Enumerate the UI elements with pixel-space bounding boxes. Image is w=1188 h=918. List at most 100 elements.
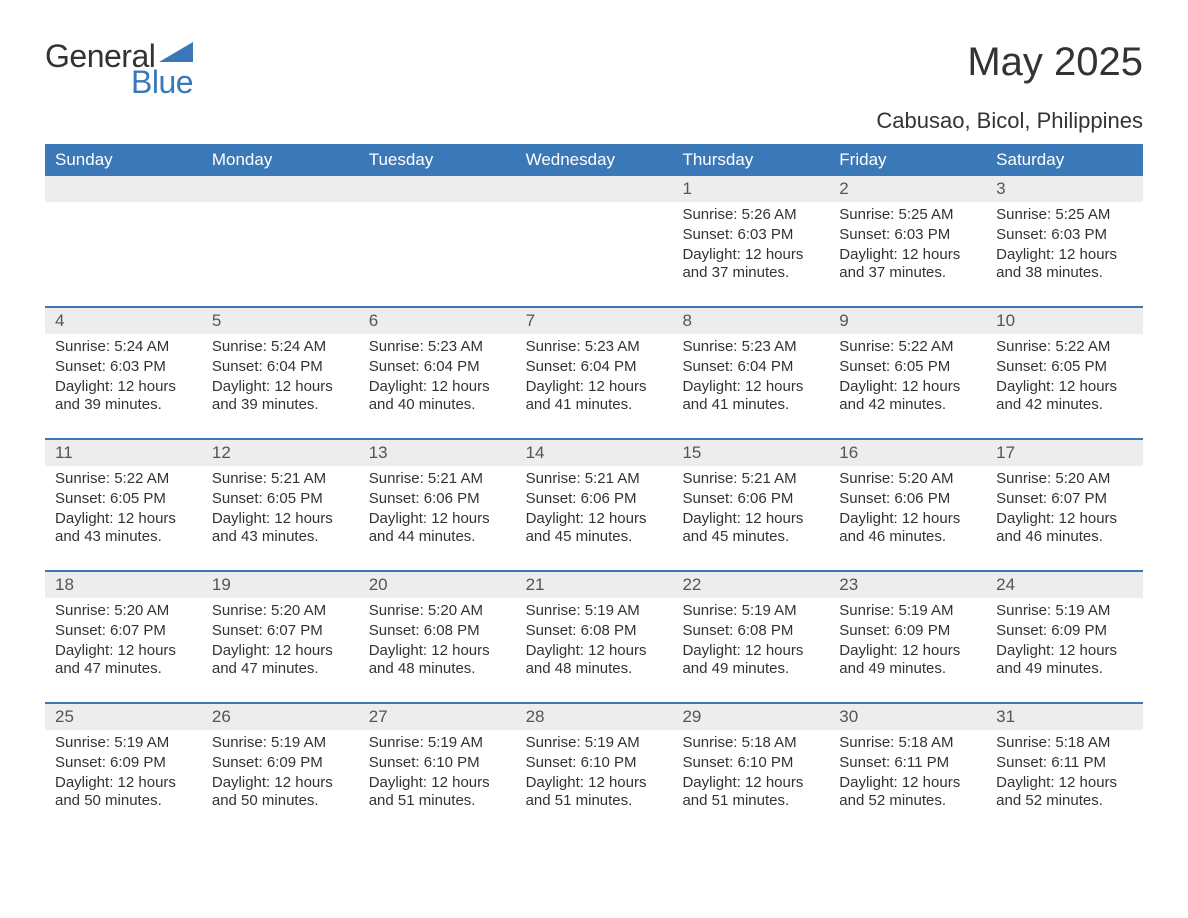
location-text: Cabusao, Bicol, Philippines <box>45 108 1143 134</box>
weekday-label: Wednesday <box>516 144 673 176</box>
day-details: Sunrise: 5:24 AMSunset: 6:03 PMDaylight:… <box>45 334 202 426</box>
sunrise-text: Sunrise: 5:22 AM <box>996 338 1133 357</box>
day-details: Sunrise: 5:18 AMSunset: 6:11 PMDaylight:… <box>986 730 1143 822</box>
sunrise-text: Sunrise: 5:24 AM <box>212 338 349 357</box>
day-details: Sunrise: 5:23 AMSunset: 6:04 PMDaylight:… <box>359 334 516 426</box>
daylight-text: Daylight: 12 hours and 44 minutes. <box>369 510 506 548</box>
month-title: May 2025 <box>967 40 1143 85</box>
day-number: 24 <box>986 572 1143 598</box>
daylight-text: Daylight: 12 hours and 45 minutes. <box>526 510 663 548</box>
day-number: 16 <box>829 440 986 466</box>
sunrise-text: Sunrise: 5:21 AM <box>682 470 819 489</box>
sunrise-text: Sunrise: 5:20 AM <box>212 602 349 621</box>
day-cell: 20Sunrise: 5:20 AMSunset: 6:08 PMDayligh… <box>359 572 516 702</box>
daylight-text: Daylight: 12 hours and 42 minutes. <box>839 378 976 416</box>
day-cell: 8Sunrise: 5:23 AMSunset: 6:04 PMDaylight… <box>672 308 829 438</box>
sunrise-text: Sunrise: 5:22 AM <box>55 470 192 489</box>
day-cell: 3Sunrise: 5:25 AMSunset: 6:03 PMDaylight… <box>986 176 1143 306</box>
day-number: 12 <box>202 440 359 466</box>
day-number: 31 <box>986 704 1143 730</box>
day-number: 1 <box>672 176 829 202</box>
logo: General Blue <box>45 40 193 98</box>
day-details: Sunrise: 5:21 AMSunset: 6:06 PMDaylight:… <box>359 466 516 558</box>
sunrise-text: Sunrise: 5:24 AM <box>55 338 192 357</box>
day-details: Sunrise: 5:19 AMSunset: 6:09 PMDaylight:… <box>45 730 202 822</box>
sunset-text: Sunset: 6:11 PM <box>839 754 976 773</box>
day-cell: 6Sunrise: 5:23 AMSunset: 6:04 PMDaylight… <box>359 308 516 438</box>
day-cell: 18Sunrise: 5:20 AMSunset: 6:07 PMDayligh… <box>45 572 202 702</box>
weekday-label: Sunday <box>45 144 202 176</box>
day-cell: 2Sunrise: 5:25 AMSunset: 6:03 PMDaylight… <box>829 176 986 306</box>
day-cell: 22Sunrise: 5:19 AMSunset: 6:08 PMDayligh… <box>672 572 829 702</box>
weekday-label: Friday <box>829 144 986 176</box>
day-cell: 13Sunrise: 5:21 AMSunset: 6:06 PMDayligh… <box>359 440 516 570</box>
day-cell: 1Sunrise: 5:26 AMSunset: 6:03 PMDaylight… <box>672 176 829 306</box>
day-number: 17 <box>986 440 1143 466</box>
daylight-text: Daylight: 12 hours and 43 minutes. <box>212 510 349 548</box>
daylight-text: Daylight: 12 hours and 39 minutes. <box>212 378 349 416</box>
sunset-text: Sunset: 6:06 PM <box>839 490 976 509</box>
sunrise-text: Sunrise: 5:21 AM <box>212 470 349 489</box>
day-details: Sunrise: 5:19 AMSunset: 6:09 PMDaylight:… <box>986 598 1143 690</box>
sunset-text: Sunset: 6:09 PM <box>55 754 192 773</box>
day-cell: 7Sunrise: 5:23 AMSunset: 6:04 PMDaylight… <box>516 308 673 438</box>
day-cell: 21Sunrise: 5:19 AMSunset: 6:08 PMDayligh… <box>516 572 673 702</box>
day-number: 8 <box>672 308 829 334</box>
sunrise-text: Sunrise: 5:18 AM <box>996 734 1133 753</box>
day-details: Sunrise: 5:22 AMSunset: 6:05 PMDaylight:… <box>45 466 202 558</box>
daylight-text: Daylight: 12 hours and 40 minutes. <box>369 378 506 416</box>
daylight-text: Daylight: 12 hours and 47 minutes. <box>212 642 349 680</box>
daylight-text: Daylight: 12 hours and 37 minutes. <box>682 246 819 284</box>
sunrise-text: Sunrise: 5:19 AM <box>682 602 819 621</box>
sunset-text: Sunset: 6:03 PM <box>55 358 192 377</box>
sunset-text: Sunset: 6:04 PM <box>369 358 506 377</box>
daylight-text: Daylight: 12 hours and 39 minutes. <box>55 378 192 416</box>
daylight-text: Daylight: 12 hours and 41 minutes. <box>526 378 663 416</box>
daylight-text: Daylight: 12 hours and 50 minutes. <box>212 774 349 812</box>
sunrise-text: Sunrise: 5:18 AM <box>839 734 976 753</box>
day-number: 18 <box>45 572 202 598</box>
sunrise-text: Sunrise: 5:23 AM <box>369 338 506 357</box>
daylight-text: Daylight: 12 hours and 49 minutes. <box>682 642 819 680</box>
daylight-text: Daylight: 12 hours and 42 minutes. <box>996 378 1133 416</box>
day-details: Sunrise: 5:18 AMSunset: 6:11 PMDaylight:… <box>829 730 986 822</box>
weekday-label: Saturday <box>986 144 1143 176</box>
day-number: 15 <box>672 440 829 466</box>
day-cell: 30Sunrise: 5:18 AMSunset: 6:11 PMDayligh… <box>829 704 986 834</box>
sunrise-text: Sunrise: 5:23 AM <box>526 338 663 357</box>
day-number: . <box>45 176 202 202</box>
sunset-text: Sunset: 6:05 PM <box>839 358 976 377</box>
day-details: Sunrise: 5:19 AMSunset: 6:09 PMDaylight:… <box>202 730 359 822</box>
sunrise-text: Sunrise: 5:20 AM <box>369 602 506 621</box>
daylight-text: Daylight: 12 hours and 45 minutes. <box>682 510 819 548</box>
weekday-label: Thursday <box>672 144 829 176</box>
sunset-text: Sunset: 6:10 PM <box>369 754 506 773</box>
sunrise-text: Sunrise: 5:22 AM <box>839 338 976 357</box>
day-details: Sunrise: 5:25 AMSunset: 6:03 PMDaylight:… <box>829 202 986 294</box>
daylight-text: Daylight: 12 hours and 43 minutes. <box>55 510 192 548</box>
daylight-text: Daylight: 12 hours and 47 minutes. <box>55 642 192 680</box>
day-cell: 25Sunrise: 5:19 AMSunset: 6:09 PMDayligh… <box>45 704 202 834</box>
sunset-text: Sunset: 6:09 PM <box>996 622 1133 641</box>
day-number: 28 <box>516 704 673 730</box>
sunrise-text: Sunrise: 5:25 AM <box>996 206 1133 225</box>
day-number: 20 <box>359 572 516 598</box>
daylight-text: Daylight: 12 hours and 49 minutes. <box>996 642 1133 680</box>
day-details: Sunrise: 5:20 AMSunset: 6:06 PMDaylight:… <box>829 466 986 558</box>
day-details: Sunrise: 5:23 AMSunset: 6:04 PMDaylight:… <box>516 334 673 426</box>
sunset-text: Sunset: 6:08 PM <box>369 622 506 641</box>
day-number: . <box>516 176 673 202</box>
day-details: Sunrise: 5:21 AMSunset: 6:06 PMDaylight:… <box>672 466 829 558</box>
daylight-text: Daylight: 12 hours and 52 minutes. <box>839 774 976 812</box>
sunset-text: Sunset: 6:06 PM <box>526 490 663 509</box>
day-number: 30 <box>829 704 986 730</box>
day-cell: . <box>516 176 673 306</box>
daylight-text: Daylight: 12 hours and 49 minutes. <box>839 642 976 680</box>
day-cell: . <box>45 176 202 306</box>
header: General Blue May 2025 <box>45 40 1143 98</box>
day-details: Sunrise: 5:25 AMSunset: 6:03 PMDaylight:… <box>986 202 1143 294</box>
sunset-text: Sunset: 6:03 PM <box>682 226 819 245</box>
day-number: 26 <box>202 704 359 730</box>
day-number: 21 <box>516 572 673 598</box>
sunset-text: Sunset: 6:07 PM <box>55 622 192 641</box>
